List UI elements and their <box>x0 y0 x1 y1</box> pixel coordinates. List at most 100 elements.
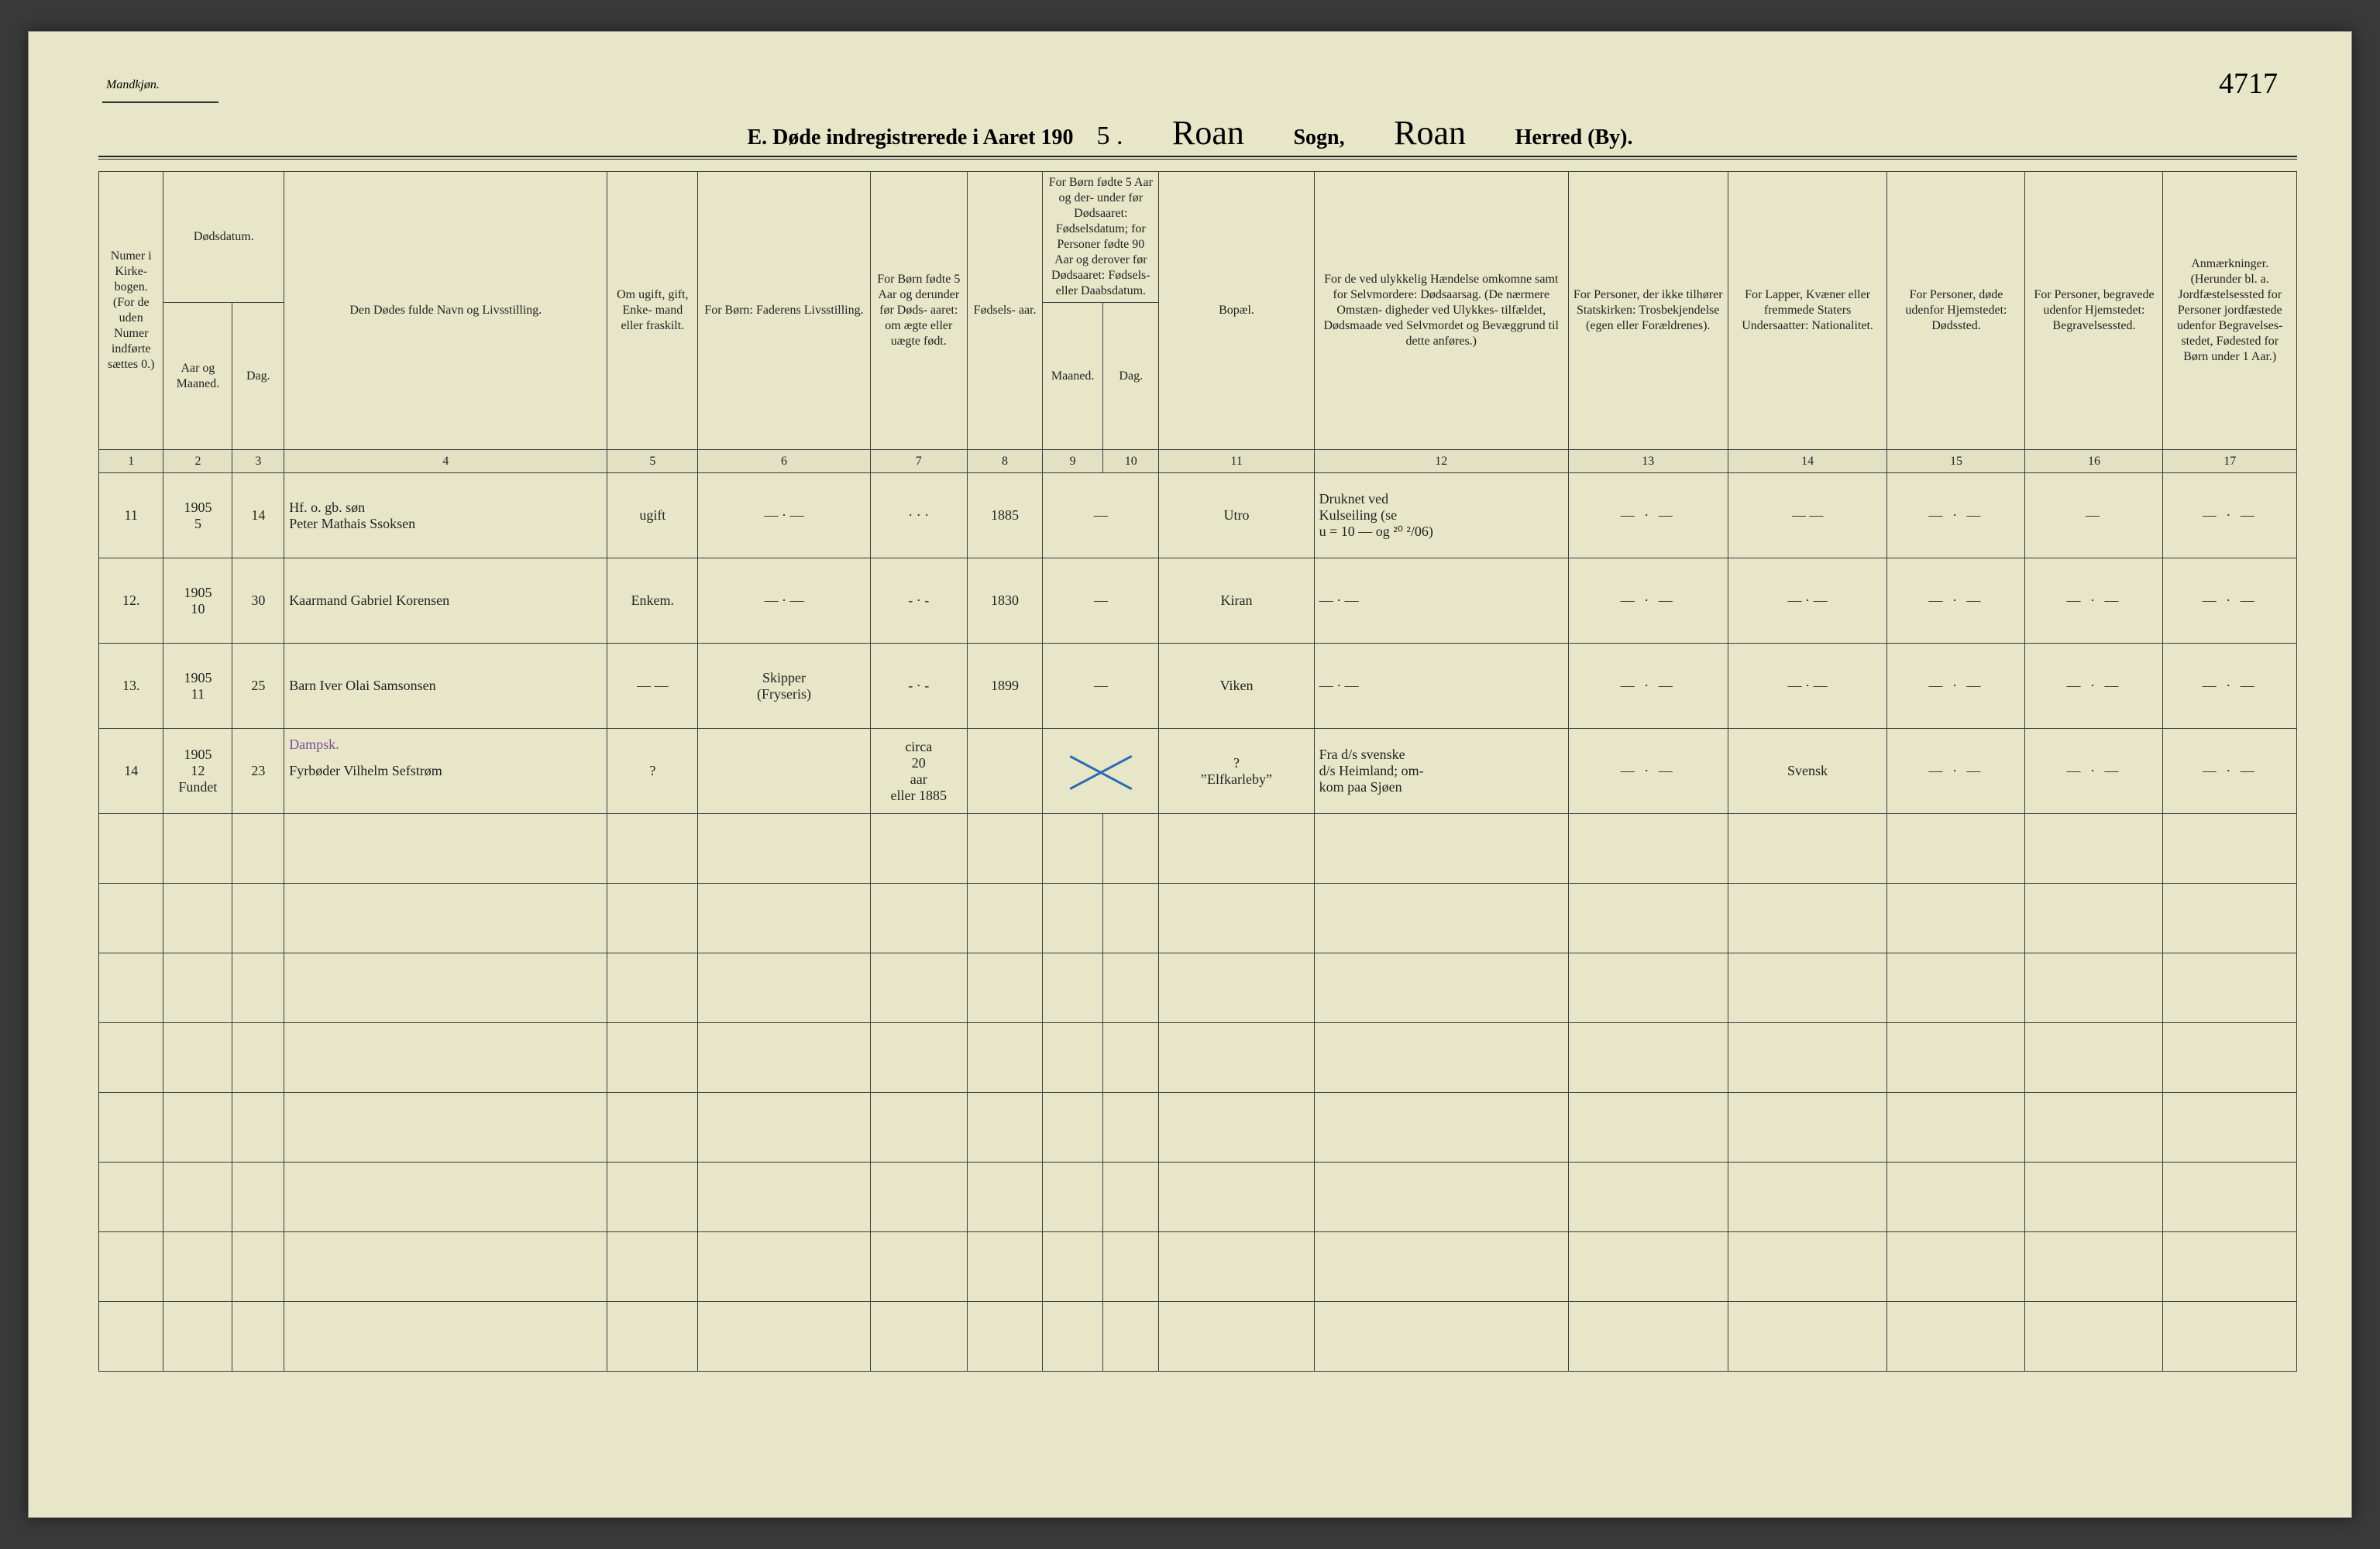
col-8-header: Fødsels- aar. <box>967 172 1042 450</box>
blank-cell <box>1314 814 1568 884</box>
cell-birthyear <box>967 729 1042 814</box>
cell-birthyear: 1830 <box>967 558 1042 644</box>
blank-cell <box>870 953 967 1023</box>
cell-legit: - · - <box>870 558 967 644</box>
title-prefix: E. Døde indregistrerede i Aaret 190 <box>747 125 1073 150</box>
blank-cell <box>1043 814 1103 884</box>
blank-cell <box>1314 1093 1568 1163</box>
blank-cell <box>284 814 607 884</box>
cell-name: Kaarmand Gabriel Korensen <box>284 558 607 644</box>
blank-cell <box>284 953 607 1023</box>
blank-cell <box>870 1302 967 1372</box>
blank-cell <box>1103 814 1159 884</box>
blank-cell <box>1887 1163 2025 1232</box>
blank-cell <box>163 1163 232 1232</box>
column-number-cell: 16 <box>2025 450 2163 473</box>
col-7-header: For Børn fødte 5 Aar og derunder før Død… <box>870 172 967 450</box>
blank-cell <box>698 1302 871 1372</box>
blank-cell <box>607 1093 698 1163</box>
cell-deathplace: — · — <box>1887 558 2025 644</box>
cell-deathplace: — · — <box>1887 473 2025 558</box>
cell-nationality: — · — <box>1728 644 1887 729</box>
col-12-header: For de ved ulykkelig Hændelse omkomne sa… <box>1314 172 1568 450</box>
col-1-header: Numer i Kirke- bogen. (For de uden Numer… <box>99 172 163 450</box>
herred-label: Herred (By). <box>1515 125 1633 150</box>
blank-cell <box>99 1023 163 1093</box>
blank-cell <box>1887 1232 2025 1302</box>
cell-faith: — · — <box>1568 558 1728 644</box>
cell-birth-month <box>1043 729 1159 814</box>
blank-cell <box>607 953 698 1023</box>
blank-cell <box>607 884 698 953</box>
blank-cell <box>1314 884 1568 953</box>
blank-cell <box>1159 953 1314 1023</box>
table-row-blank <box>99 1093 2297 1163</box>
cell-marital: — — <box>607 644 698 729</box>
cell-burialplace: — · — <box>2025 729 2163 814</box>
blank-cell <box>232 884 284 953</box>
cell-year-month: 19055 <box>163 473 232 558</box>
cell-cause: Druknet vedKulseiling (seu = 10 — og ²⁰ … <box>1314 473 1568 558</box>
cell-day: 30 <box>232 558 284 644</box>
blank-cell <box>698 814 871 884</box>
blank-cell <box>1159 1093 1314 1163</box>
register-page: Mandkjøn. 4717 E. Døde indregistrerede i… <box>28 31 2352 1518</box>
blank-cell <box>1887 1023 2025 1093</box>
cell-cause: Fra d/s svensked/s Heimland; om-kom paa … <box>1314 729 1568 814</box>
blank-cell <box>1568 1302 1728 1372</box>
column-numbers-row: 1234567891011121314151617 <box>99 450 2297 473</box>
blank-cell <box>284 1093 607 1163</box>
cell-nationality: — · — <box>1728 558 1887 644</box>
table-row: 14190512Fundet23Dampsk.Fyrbøder Vilhelm … <box>99 729 2297 814</box>
blank-cell <box>1568 1232 1728 1302</box>
sogn-label: Sogn, <box>1293 125 1344 150</box>
blank-cell <box>607 1023 698 1093</box>
cell-birthyear: 1899 <box>967 644 1042 729</box>
blank-cell <box>1159 1302 1314 1372</box>
col-11-header: Bopæl. <box>1159 172 1314 450</box>
blank-cell <box>698 1232 871 1302</box>
blank-cell <box>232 1302 284 1372</box>
table-row: 12.19051030Kaarmand Gabriel KorensenEnke… <box>99 558 2297 644</box>
cell-legit: circa20aareller 1885 <box>870 729 967 814</box>
col-3-header: Dag. <box>232 303 284 450</box>
blank-cell <box>967 1163 1042 1232</box>
blank-cell <box>607 1163 698 1232</box>
cell-remarks: — · — <box>2163 473 2297 558</box>
cell-year-month: 190510 <box>163 558 232 644</box>
blank-cell <box>1887 953 2025 1023</box>
blank-cell <box>1314 1302 1568 1372</box>
blank-cell <box>607 814 698 884</box>
blank-cell <box>1103 1163 1159 1232</box>
cell-legit: · · · <box>870 473 967 558</box>
cell-birth-month: — <box>1043 558 1159 644</box>
blank-cell <box>1159 1163 1314 1232</box>
blank-cell <box>163 1302 232 1372</box>
cell-faith: — · — <box>1568 729 1728 814</box>
blank-cell <box>284 1163 607 1232</box>
cell-deathplace: — · — <box>1887 729 2025 814</box>
blank-cell <box>1568 1023 1728 1093</box>
blank-cell <box>1568 1093 1728 1163</box>
column-number-cell: 11 <box>1159 450 1314 473</box>
cell-nationality: Svensk <box>1728 729 1887 814</box>
blank-cell <box>2163 1302 2297 1372</box>
column-number-cell: 2 <box>163 450 232 473</box>
column-number-cell: 13 <box>1568 450 1728 473</box>
cell-remarks: — · — <box>2163 558 2297 644</box>
table-row-blank <box>99 1302 2297 1372</box>
blank-cell <box>163 953 232 1023</box>
cell-cause: — · — <box>1314 644 1568 729</box>
column-number-cell: 4 <box>284 450 607 473</box>
title-row: E. Døde indregistrerede i Aaret 1905 . R… <box>29 113 2351 153</box>
cell-burialplace: — <box>2025 473 2163 558</box>
blank-cell <box>1887 1302 2025 1372</box>
cell-father: — · — <box>698 558 871 644</box>
cell-faith: — · — <box>1568 644 1728 729</box>
blank-cell <box>232 814 284 884</box>
blank-cell <box>607 1232 698 1302</box>
blank-cell <box>1103 884 1159 953</box>
blank-cell <box>1568 814 1728 884</box>
column-number-cell: 12 <box>1314 450 1568 473</box>
cell-legit: - · - <box>870 644 967 729</box>
